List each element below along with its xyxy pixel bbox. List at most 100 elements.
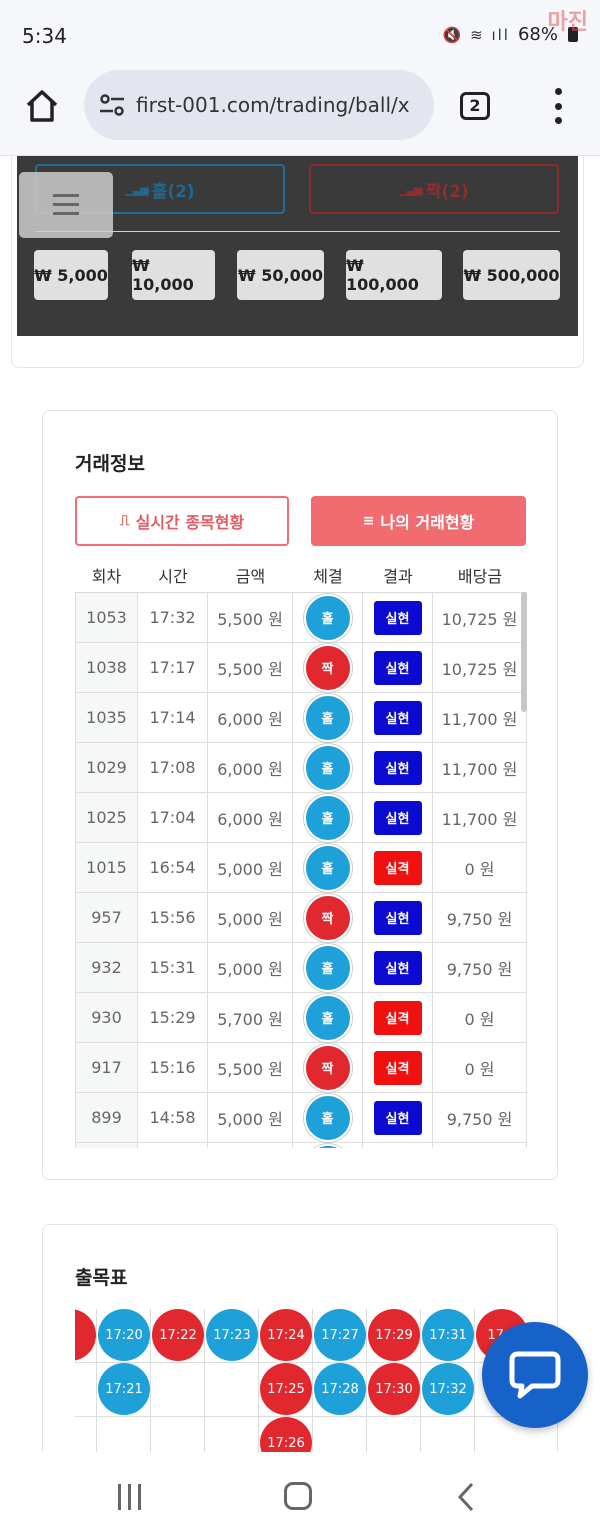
cell-round: 932 — [75, 943, 138, 992]
side-badge: 짝 — [303, 643, 352, 692]
draw-ball: 17:32 — [422, 1363, 474, 1415]
cell-payout: 11,700 원 — [433, 693, 527, 742]
cell-side: 홀 — [293, 593, 363, 642]
cell-side: 짝 — [293, 893, 363, 942]
chip-5000-button[interactable]: ₩ 5,000 — [34, 250, 108, 300]
back-button[interactable] — [456, 1482, 476, 1512]
cell-side: 짝 — [293, 1043, 363, 1092]
draw-ball: 17:22 — [152, 1309, 204, 1361]
list-icon: ≡ — [362, 513, 375, 529]
cell-round: 930 — [75, 993, 138, 1042]
table-row: 1025 17:04 6,000 원 홀 실현 11,700 원 — [75, 793, 527, 843]
draw-ball: 17:26 — [260, 1417, 312, 1452]
result-badge: 실현 — [373, 700, 422, 735]
cell-time: 15:56 — [138, 893, 208, 942]
cell-time: 17:04 — [138, 793, 208, 842]
page-content: ▁▃▅ 홀(2) ▁▃▅ 짝(2) ₩ 5,000 ₩ 10,000 ₩ 50,… — [0, 156, 600, 1452]
result-badge: 실현 — [373, 750, 422, 785]
nav-home-button[interactable] — [284, 1482, 312, 1510]
cell-side: 홀 — [293, 993, 363, 1042]
status-bar: 5:34 🔇 ≋ ıll 68% 마진 — [0, 0, 600, 70]
browser-menu-button[interactable] — [552, 88, 564, 124]
cell-result: 실현 — [363, 793, 433, 842]
bet-odd-label: 홀(2) — [151, 181, 195, 202]
status-indicators: 🔇 ≋ ıll 68% — [443, 24, 578, 45]
cell-round: 1053 — [75, 593, 138, 642]
grid-line — [366, 1309, 367, 1452]
recent-apps-button[interactable] — [116, 1484, 144, 1510]
chip-500000-button[interactable]: ₩ 500,000 — [463, 250, 560, 300]
system-nav-bar — [0, 1452, 600, 1537]
cell-side: 홀 — [293, 1093, 363, 1142]
bet-even-button[interactable]: ▁▃▅ 짝(2) — [309, 164, 559, 214]
grid-line — [258, 1309, 259, 1452]
cell-time: 15:16 — [138, 1043, 208, 1092]
side-badge: 홀 — [303, 693, 352, 742]
tab-my-trades[interactable]: ≡ 나의 거래현황 — [311, 496, 526, 546]
result-badge: 실현 — [373, 950, 422, 985]
result-badge: 실현 — [373, 800, 422, 835]
cell-round: 899 — [75, 1093, 138, 1142]
cell-amount: 5,000 원 — [208, 893, 293, 942]
side-badge: 홀 — [303, 1143, 352, 1148]
side-badge: 홀 — [303, 793, 352, 842]
chip-100000-button[interactable]: ₩ 100,000 — [346, 250, 442, 300]
recent-line-icon — [138, 1484, 141, 1510]
cell-payout: 9,750 원 — [433, 943, 527, 992]
site-settings-icon[interactable] — [98, 93, 126, 117]
cell-payout: 0 원 — [433, 843, 527, 892]
address-bar[interactable]: first-001.com/trading/ball/x — [84, 70, 434, 140]
home-icon[interactable] — [24, 88, 60, 124]
cell-payout: 11,700 원 — [433, 793, 527, 842]
header-amount: 금액 — [235, 567, 266, 586]
chip-50000-button[interactable]: ₩ 50,000 — [237, 250, 324, 300]
table-row: 1035 17:14 6,000 원 홀 실현 11,700 원 — [75, 693, 527, 743]
grid-line — [96, 1309, 97, 1452]
cell-amount: 6,000 원 — [208, 693, 293, 742]
side-badge: 홀 — [303, 943, 352, 992]
cell-side: 홀 — [293, 693, 363, 742]
chat-button[interactable] — [482, 1322, 588, 1428]
chip-10000-button[interactable]: ₩ 10,000 — [132, 250, 215, 300]
cell-payout: 11,700 원 — [433, 743, 527, 792]
grid-line — [75, 1362, 527, 1363]
url-text: first-001.com/trading/ball/x — [136, 93, 410, 117]
tab-live-label: 실시간 종목현황 — [135, 513, 245, 532]
header-result: 결과 — [383, 567, 413, 586]
signal-bars-icon: ▁▃▅ — [399, 182, 422, 196]
grid-line — [75, 1416, 527, 1417]
hamburger-menu-button[interactable] — [19, 172, 113, 238]
table-scrollbar[interactable] — [521, 592, 527, 712]
cell-result — [363, 1143, 433, 1148]
cell-time: 17:17 — [138, 643, 208, 692]
tab-live-status[interactable]: ⎍ 실시간 종목현황 — [75, 496, 289, 546]
watermark-logo: 마진 — [547, 9, 588, 35]
side-badge: 홀 — [303, 743, 352, 792]
draw-ball: 9 — [75, 1309, 96, 1361]
tab-switcher-button[interactable]: 2 — [460, 92, 490, 120]
pulse-icon: ⎍ — [119, 513, 130, 529]
draw-ball: 17:23 — [206, 1309, 258, 1361]
battery-icon — [568, 27, 578, 42]
cell-payout: 0 원 — [433, 1043, 527, 1092]
table-row: 957 15:56 5,000 원 짝 실현 9,750 원 — [75, 893, 527, 943]
header-time: 시간 — [158, 567, 188, 586]
draw-chart-grid: 917:2017:2117:2217:2317:2417:2517:2617:2… — [75, 1309, 527, 1452]
cell-side: 짝 — [293, 643, 363, 692]
grid-line — [150, 1309, 151, 1452]
side-badge: 홀 — [303, 993, 352, 1042]
cell-round — [75, 1143, 138, 1148]
trade-table-header: 회차 시간 금액 체결 결과 배당금 — [75, 563, 527, 593]
cell-side: 홀 — [293, 1143, 363, 1148]
cell-payout: 0 원 — [433, 993, 527, 1042]
draw-ball: 17:25 — [260, 1363, 312, 1415]
side-badge: 홀 — [303, 843, 352, 892]
cell-round: 1035 — [75, 693, 138, 742]
cell-side: 홀 — [293, 843, 363, 892]
cell-result: 실격 — [363, 1043, 433, 1092]
cell-payout: 9,750 원 — [433, 893, 527, 942]
grid-line — [420, 1309, 421, 1452]
trade-table[interactable]: 1053 17:32 5,500 원 홀 실현 10,725 원 1038 17:17 5,50… — [75, 592, 527, 1148]
draw-ball: 17:30 — [368, 1363, 420, 1415]
cell-result: 실현 — [363, 643, 433, 692]
